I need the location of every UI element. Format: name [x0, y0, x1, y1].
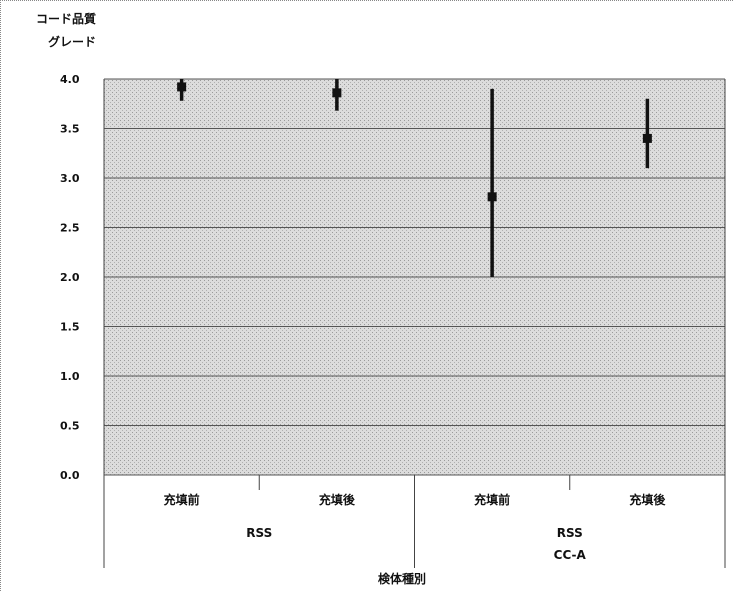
y-tick-label: 1.5 [60, 321, 80, 334]
category-labels: 充填前 充填後 充填前 充填後 [164, 492, 667, 507]
x-axis-lines [103, 79, 726, 568]
data-point-marker [642, 133, 652, 143]
x-axis-label: 検体種別 [378, 571, 426, 586]
y-tick-label: 3.0 [60, 172, 80, 185]
y-tick-labels: 0.0 0.5 1.0 1.5 2.0 2.5 3.0 3.5 4.0 [60, 73, 80, 482]
category-label: 充填後 [319, 492, 356, 507]
data-points [177, 79, 652, 277]
category-label: 充填後 [629, 492, 666, 507]
y-tick-label: 0.0 [60, 469, 80, 482]
data-point-marker [487, 192, 497, 202]
group-labels: RSS RSS CC-A [246, 526, 586, 562]
y-tick-label: 3.5 [60, 123, 80, 136]
y-axis-label-line-1: コード品質 [36, 11, 96, 26]
category-label: 充填前 [164, 492, 200, 507]
y-tick-label: 0.5 [60, 420, 80, 433]
y-tick-label: 2.0 [60, 271, 80, 284]
data-point-marker [177, 82, 187, 92]
y-axis-label-line-2: グレード [48, 34, 96, 49]
data-point-marker [332, 88, 342, 98]
gridlines [104, 78, 725, 476]
y-tick-label: 1.0 [60, 370, 80, 383]
y-tick-label: 4.0 [60, 73, 80, 86]
group-label: RSS [246, 526, 272, 540]
group-label: RSS [557, 526, 583, 540]
y-tick-label: 2.5 [60, 222, 80, 235]
group-label: CC-A [554, 548, 587, 562]
category-label: 充填前 [474, 492, 510, 507]
